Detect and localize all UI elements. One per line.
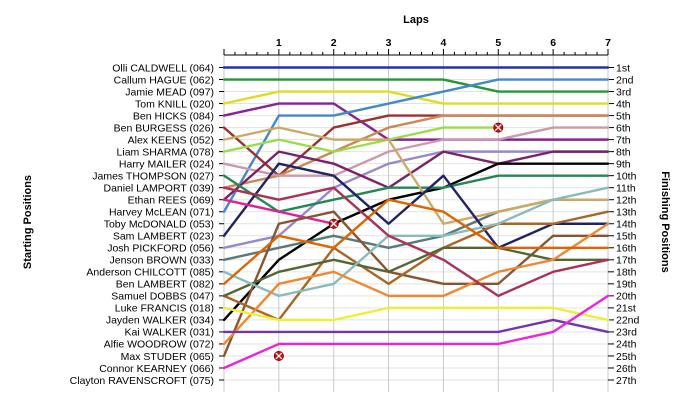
series-line: [222, 210, 610, 358]
series-line: [222, 126, 610, 177]
series-line: [222, 246, 610, 298]
lap-tick-label: 3: [386, 37, 392, 49]
finishing-position-label: 20th: [616, 291, 637, 303]
finishing-position-label: 9th: [616, 158, 631, 170]
finishing-position-label: 18th: [616, 267, 637, 279]
driver-label: Max STUDER (065): [121, 351, 214, 363]
finishing-position-label: 3rd: [616, 86, 631, 98]
series-line: [222, 150, 610, 249]
driver-label: Sam LAMBERT (023): [113, 231, 214, 243]
series-line: [222, 198, 610, 262]
marker-layer: [273, 122, 504, 361]
finishing-position-label: 22nd: [616, 315, 640, 327]
driver-label: Jenson BROWN (033): [110, 255, 214, 267]
finishing-position-label: 12th: [616, 195, 637, 207]
finishing-position-label: 6th: [616, 122, 631, 134]
driver-label: James THOMPSON (027): [92, 170, 214, 182]
finishing-position-label: 19th: [616, 279, 637, 291]
series-line: [222, 222, 610, 346]
lap-tick-label: 4: [441, 37, 447, 49]
series-line: [222, 186, 610, 298]
series-line: [222, 294, 610, 370]
lap-tick-label: 1: [276, 37, 282, 49]
driver-label: Ben BURGESS (026): [114, 122, 214, 134]
x-axis-title: Laps: [403, 14, 429, 26]
driver-label: Ethan REES (069): [128, 195, 214, 207]
driver-label: Olli CALDWELL (064): [112, 62, 214, 74]
series-line: [222, 78, 610, 93]
driver-label: Liam SHARMA (078): [117, 146, 214, 158]
finishing-position-label: 2nd: [616, 74, 634, 86]
finishing-position-label: 1st: [616, 62, 630, 74]
finishing-position-label: 4th: [616, 98, 631, 110]
finishing-position-label: 14th: [616, 219, 637, 231]
driver-label: Connor KEARNEY (066): [99, 363, 214, 375]
driver-label: Tom KNILL (020): [135, 98, 214, 110]
grid-layer: [219, 49, 614, 392]
driver-label: Josh PICKFORD (056): [107, 243, 214, 255]
driver-label: Luke FRANCIS (018): [115, 303, 214, 315]
series-line: [222, 150, 610, 201]
finishing-position-label: 7th: [616, 134, 631, 146]
finishing-position-label: 17th: [616, 255, 637, 267]
finishing-position-label: 25th: [616, 351, 637, 363]
series-layer: [222, 66, 610, 370]
lap-tick-label: 5: [495, 37, 501, 49]
series-line: [222, 198, 610, 286]
series-line: [222, 306, 610, 322]
finishing-position-label: 11th: [616, 182, 636, 194]
label-layer: 1 2 3 4 5 6 7 Olli CALDWELL (064)Callum HAGUE (…: [70, 37, 640, 387]
finishing-position-label: 5th: [616, 110, 631, 122]
retirement-marker: [273, 350, 284, 361]
series-line: [222, 210, 610, 322]
driver-label: Toby McDONALD (053): [104, 219, 214, 231]
driver-label: Alfie WOODROW (072): [104, 339, 214, 351]
series-line: [222, 78, 610, 213]
series-line: [222, 126, 610, 225]
driver-label: Kai WALKER (031): [125, 327, 214, 339]
series-line: [222, 162, 610, 249]
series-line: [222, 198, 335, 225]
finishing-position-label: 27th: [616, 375, 637, 387]
driver-label: Jamie MEAD (097): [125, 86, 214, 98]
driver-label: Jayden WALKER (034): [106, 315, 214, 327]
finishing-position-label: 21st: [616, 303, 636, 315]
series-line: [222, 318, 610, 334]
lap-tick-label: 2: [331, 37, 337, 49]
series-line: [222, 174, 610, 213]
finishing-position-label: 26th: [616, 363, 637, 375]
retirement-marker: [493, 122, 504, 133]
driver-label: Ben LAMBERT (082): [116, 279, 214, 291]
finishing-position-label: 10th: [616, 170, 637, 182]
driver-label: Samuel DOBBS (047): [111, 291, 214, 303]
driver-label: Harry MAILER (024): [119, 158, 214, 170]
finishing-position-label: 16th: [616, 243, 637, 255]
finishing-position-label: 23rd: [616, 327, 637, 339]
finishing-position-label: 13th: [616, 207, 637, 219]
driver-label: Alex KEENS (052): [128, 134, 214, 146]
driver-label: Callum HAGUE (062): [114, 74, 214, 86]
series-line: [222, 102, 610, 141]
driver-label: Anderson CHILCOTT (085): [86, 267, 214, 279]
finishing-position-label: 24th: [616, 339, 637, 351]
driver-label: Clayton RAVENSCROFT (075): [70, 375, 214, 387]
lap-tick-label: 6: [550, 37, 556, 49]
driver-label: Ben HICKS (084): [133, 110, 214, 122]
retirement-marker: [328, 218, 339, 229]
lap-tick-label: 7: [605, 37, 611, 49]
finishing-position-label: 8th: [616, 146, 631, 158]
y-axis-title-left: Starting Positions: [22, 175, 34, 269]
y-axis-title-right: Finishing Positions: [659, 171, 671, 272]
series-line: [222, 186, 610, 298]
finishing-position-label: 15th: [616, 231, 637, 243]
series-line: [222, 114, 610, 189]
series-line: [222, 126, 500, 153]
driver-label: Daniel LAMPORT (039): [104, 182, 215, 194]
series-line: [222, 162, 610, 322]
driver-label: Harvey McLEAN (071): [109, 207, 214, 219]
